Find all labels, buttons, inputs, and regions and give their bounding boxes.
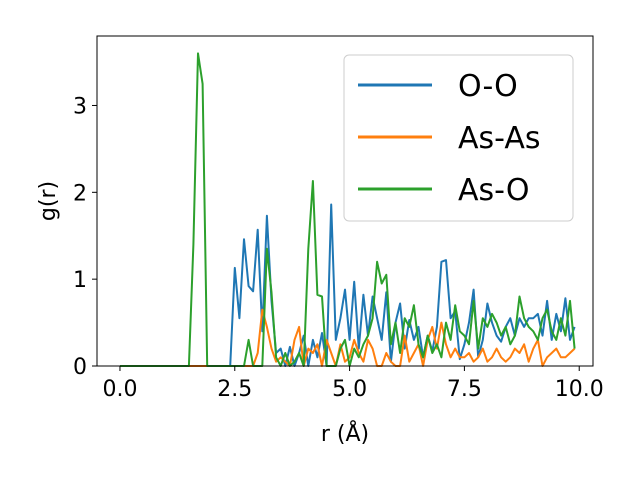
x-tick-label: 7.5 xyxy=(447,377,482,402)
y-tick-label: 2 xyxy=(73,181,87,206)
x-tick-label: 0.0 xyxy=(102,377,137,402)
y-tick-label: 0 xyxy=(73,355,87,380)
y-tick-label: 3 xyxy=(73,94,87,119)
x-tick-label: 2.5 xyxy=(217,377,252,402)
chart-legend: O-O As-As As-O xyxy=(343,54,574,222)
y-tick-label: 1 xyxy=(73,268,87,293)
plot-lines xyxy=(120,52,576,367)
y-axis-ticks: 0 1 2 3 xyxy=(73,94,97,380)
plot-area-frame xyxy=(96,35,594,367)
legend-label: As-As xyxy=(458,121,540,156)
series-line-2 xyxy=(120,52,576,367)
y-axis-label: g(r) xyxy=(36,181,61,221)
legend-box xyxy=(343,54,574,222)
x-axis-label: r (Å) xyxy=(321,420,369,447)
x-axis-ticks: 0.0 2.5 5.0 7.5 10.0 xyxy=(102,366,604,402)
legend-label: O-O xyxy=(458,69,518,104)
legend-label: As-O xyxy=(458,173,529,208)
series-line-0 xyxy=(120,203,576,367)
series-line-1 xyxy=(120,308,576,367)
x-tick-label: 5.0 xyxy=(332,377,367,402)
x-tick-label: 10.0 xyxy=(555,377,604,402)
